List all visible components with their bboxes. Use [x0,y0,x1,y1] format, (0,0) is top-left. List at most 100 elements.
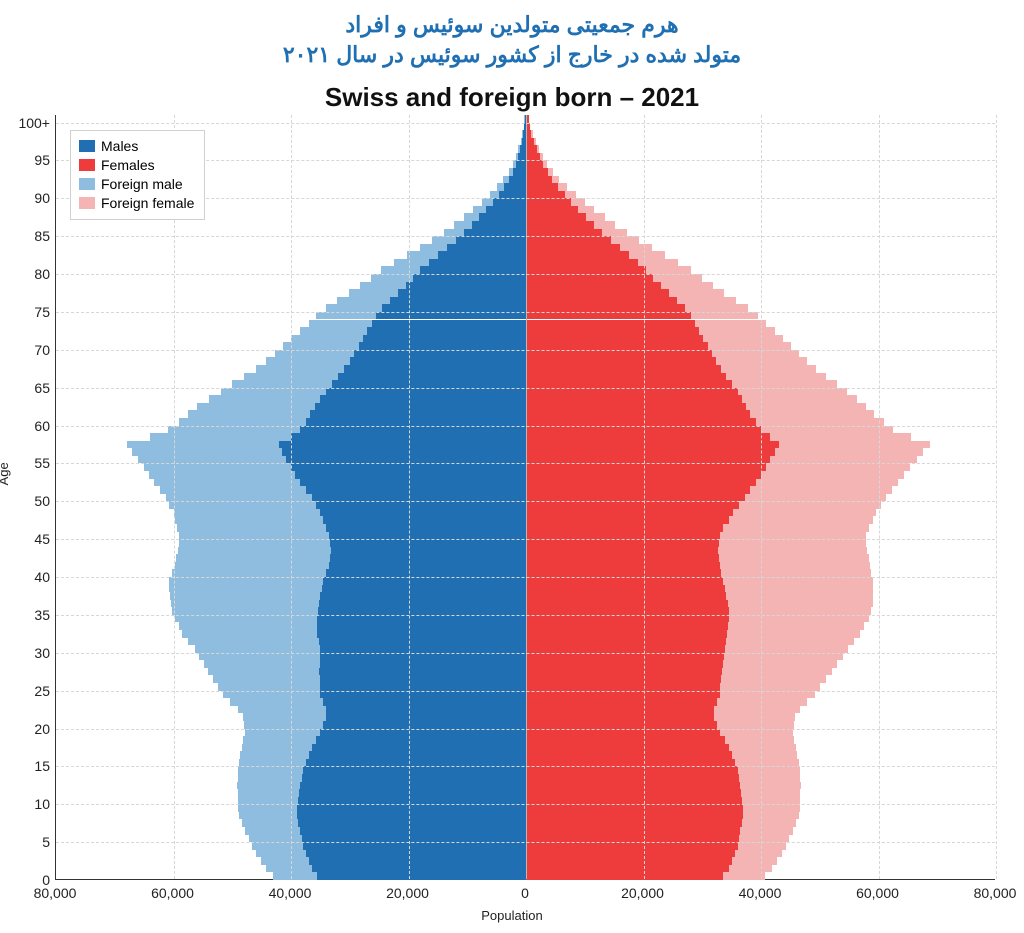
bar-male [323,577,526,585]
y-tick-label: 0 [5,872,50,888]
bar-male [516,160,526,168]
bar-female [526,842,738,850]
gridline-h [56,426,995,427]
bar-male [306,759,526,767]
bar-female [526,312,691,320]
gridline-h [56,539,995,540]
bar-female [526,441,779,449]
bar-female [526,850,735,858]
bar-female [526,865,729,873]
bar-female [526,297,677,305]
gridline-h [56,577,995,578]
bar-female [526,448,775,456]
x-tick-label: 20,000 [621,885,664,901]
gridline-h [56,691,995,692]
bar-male [312,744,526,752]
bar-female [526,403,746,411]
y-tick-label: 75 [5,304,50,320]
bar-female [526,577,723,585]
gridline-h [56,804,995,805]
bar-female [526,153,540,161]
y-tick-label: 55 [5,455,50,471]
bar-female [526,721,717,729]
legend-item-females: Females [79,156,194,175]
bar-female [526,433,770,441]
y-tick-label: 100+ [5,115,50,131]
bar-female [526,501,739,509]
bar-female [526,630,727,638]
bar-male [303,766,526,774]
bar-female [526,547,718,555]
gridline-h [56,615,995,616]
legend-item-foreign-female: Foreign female [79,194,194,213]
bar-female [526,569,721,577]
x-tick-label: 40,000 [269,885,312,901]
bar-female [526,797,742,805]
y-tick-label: 35 [5,607,50,623]
bar-male [406,282,526,290]
y-tick-label: 85 [5,228,50,244]
legend-swatch-males [79,140,95,152]
gridline-h [56,236,995,237]
bar-male [329,532,526,540]
bar-female [526,168,548,176]
page-root: هرم جمعیتی متولدین سوئیس و افراد متولد ش… [0,0,1024,933]
bar-male [326,713,526,721]
x-tick-label: 40,000 [739,885,782,901]
bar-female [526,653,724,661]
bar-female [526,494,745,502]
bar-male [320,729,526,737]
bar-female [526,683,720,691]
bar-male [330,539,526,547]
bar-female [526,729,720,737]
legend-label-females: Females [101,156,155,175]
gridline-h [56,501,995,502]
bar-female [526,304,685,312]
bar-female [526,645,725,653]
bar-female [526,675,721,683]
y-tick-label: 40 [5,569,50,585]
bar-male [331,547,526,555]
bar-female [526,812,743,820]
bar-male [302,835,526,843]
gridline-h [56,653,995,654]
bar-female [526,804,743,812]
bar-female [526,774,739,782]
bar-female [526,872,723,880]
x-tick-label: 0 [521,885,529,901]
bar-male [300,426,526,434]
y-tick-label: 5 [5,834,50,850]
bar-female [526,486,750,494]
bar-male [309,751,526,759]
bar-male [447,244,526,252]
gridline-h [56,842,995,843]
bar-male [309,857,526,865]
bar-female [526,607,729,615]
bar-female [526,229,602,237]
bar-male [464,229,526,237]
y-tick-label: 25 [5,683,50,699]
bar-female [526,509,733,517]
gridline-v [409,115,410,879]
gridline-v [879,115,880,879]
legend-item-males: Males [79,137,194,156]
bar-male [317,622,526,630]
legend-swatch-females [79,159,95,171]
bar-female [526,138,534,146]
bar-female [526,388,738,396]
bar-male [376,312,526,320]
bar-male [326,569,526,577]
gridline-h [56,123,995,124]
bar-male [320,509,526,517]
bar-female [526,524,723,532]
bar-male [297,804,526,812]
bar-female [526,706,714,714]
x-axis-label: Population [0,908,1024,923]
gridline-h [56,388,995,389]
bar-female [526,819,742,827]
legend-swatch-foreign-male [79,178,95,190]
bar-male [354,350,526,358]
bar-male [306,850,526,858]
bar-female [526,191,565,199]
bar-female [526,206,578,214]
